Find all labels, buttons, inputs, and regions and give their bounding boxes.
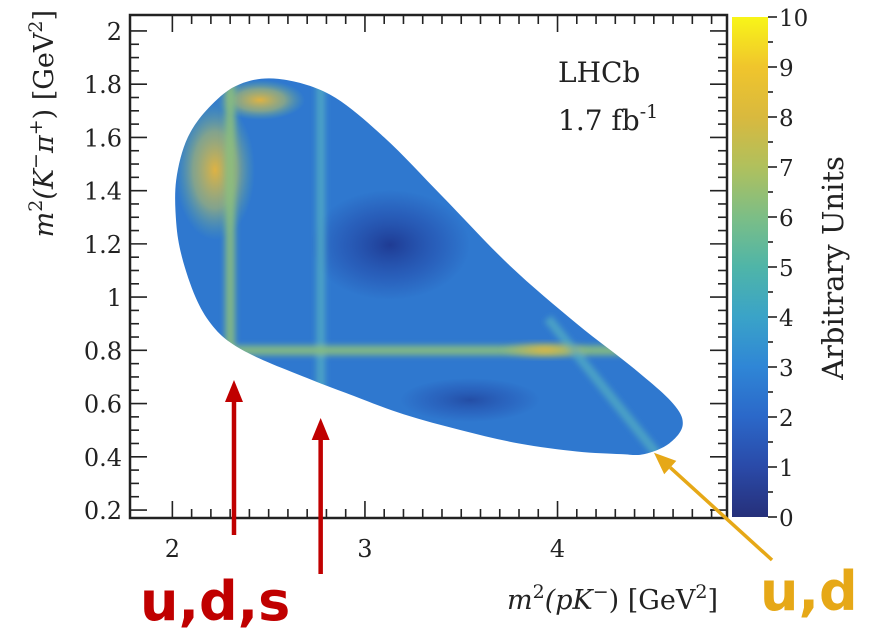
y-tick-label: 1.4: [84, 178, 122, 206]
gold-arrow-head: [653, 452, 677, 475]
annotations: u,d,s u,d: [140, 380, 858, 629]
colorbar-tick-label: 3: [779, 356, 794, 382]
experiment-label: LHCb: [558, 56, 640, 89]
y-tick-label: 1.2: [84, 231, 122, 259]
colorbar-tick-label: 7: [779, 156, 794, 182]
colorbar-tick-label: 9: [779, 56, 794, 82]
colorbar-gradient: [732, 17, 768, 517]
y-tick-label: 0.6: [84, 391, 122, 419]
y-tick-label: 0.8: [84, 337, 122, 365]
colorbar-tick-labels: 0 1 2 3 4 5 6 7 8 9 10: [779, 6, 808, 532]
gold-arrow-shaft: [669, 466, 774, 562]
colorbar-title: Arbitrary Units: [816, 156, 850, 381]
red-arrow-head-right: [311, 418, 330, 440]
colorbar-tick-label: 10: [779, 6, 808, 32]
y-tick-labels: 0.2 0.4 0.6 0.8 1 1.2 1.4 1.6 1.8 2: [84, 18, 122, 525]
high-density-region: [175, 100, 255, 240]
x-axis-title: m2(pK−) [GeV2]: [507, 581, 718, 616]
y-axis-title: m2(K−π+) [GeV2]: [25, 10, 60, 237]
colorbar-tick-label: 4: [779, 306, 794, 332]
low-density-blob: [310, 190, 470, 300]
colorbar-tick-label: 8: [779, 106, 794, 132]
x-tick-label: 2: [165, 535, 180, 563]
colorbar-ticks: [768, 16, 777, 518]
x-tick-label: 3: [357, 535, 372, 563]
y-tick-label: 1: [107, 284, 122, 312]
y-tick-label: 0.4: [84, 444, 122, 472]
resonance-hotspot: [500, 341, 590, 359]
colorbar-tick-label: 6: [779, 206, 794, 232]
colorbar-tick-label: 0: [779, 506, 794, 532]
y-tick-label: 1.8: [84, 71, 122, 99]
low-density-blob-lower: [400, 378, 540, 422]
x-tick-label: 4: [550, 535, 565, 563]
colorbar-tick-label: 5: [779, 256, 794, 282]
colorbar-tick-label: 1: [779, 456, 794, 482]
x-tick-labels: 2 3 4: [165, 535, 565, 563]
y-tick-label: 2: [107, 18, 122, 46]
y-tick-label: 1.6: [84, 124, 122, 152]
luminosity-label: 1.7 fb-1: [558, 101, 658, 137]
colorbar-tick-label: 2: [779, 406, 794, 432]
high-density-corner: [215, 80, 305, 120]
y-tick-label: 0.2: [84, 497, 122, 525]
annotation-uds: u,d,s: [140, 570, 290, 629]
colorbar: 0 1 2 3 4 5 6 7 8 9 10 Arbitrary Units: [732, 6, 850, 532]
red-arrow-head-left: [224, 380, 243, 402]
annotation-ud: u,d: [760, 560, 858, 623]
plot-frame: [128, 13, 729, 520]
